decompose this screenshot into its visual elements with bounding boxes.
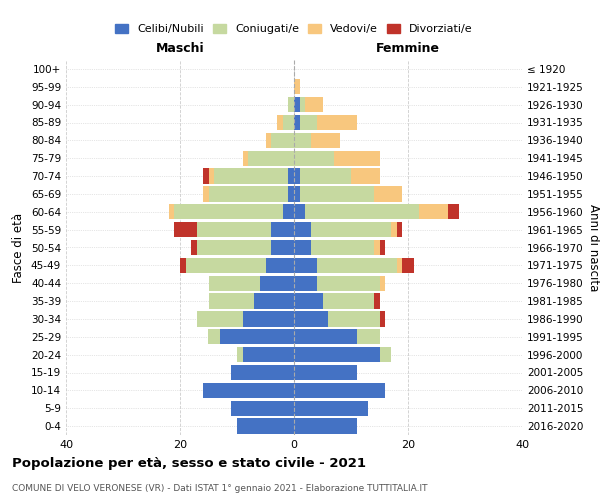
Bar (397, 258, 403, 273)
Bar (289, 97, 294, 112)
Bar (265, 133, 271, 148)
Bar (294, 258, 317, 273)
Bar (374, 294, 380, 308)
Bar (294, 418, 356, 434)
Bar (180, 258, 186, 273)
Text: Femmine: Femmine (376, 42, 440, 54)
Bar (311, 133, 340, 148)
Bar (294, 400, 368, 416)
Bar (283, 204, 294, 220)
Bar (294, 186, 300, 202)
Bar (214, 168, 289, 184)
Bar (294, 97, 300, 112)
Bar (294, 168, 300, 184)
Bar (294, 294, 323, 308)
Bar (356, 329, 380, 344)
Text: COMUNE DI VELO VERONESE (VR) - Dati ISTAT 1° gennaio 2021 - Elaborazione TUTTITA: COMUNE DI VELO VERONESE (VR) - Dati ISTA… (12, 484, 427, 493)
Bar (174, 222, 197, 237)
Bar (169, 204, 175, 220)
Bar (260, 276, 294, 291)
Bar (242, 347, 294, 362)
Bar (380, 347, 391, 362)
Bar (237, 418, 294, 434)
Bar (317, 258, 397, 273)
Bar (391, 222, 397, 237)
Text: Popolazione per età, sesso e stato civile - 2021: Popolazione per età, sesso e stato civil… (12, 458, 366, 470)
Bar (283, 115, 294, 130)
Bar (254, 294, 294, 308)
Bar (289, 168, 294, 184)
Bar (289, 186, 294, 202)
Bar (248, 150, 294, 166)
Bar (237, 347, 242, 362)
Bar (311, 240, 374, 255)
Bar (294, 365, 356, 380)
Legend: Celibi/Nubili, Coniugati/e, Vedovi/e, Divorziati/e: Celibi/Nubili, Coniugati/e, Vedovi/e, Di… (112, 20, 476, 38)
Bar (209, 329, 220, 344)
Bar (305, 204, 419, 220)
Bar (294, 133, 311, 148)
Bar (203, 186, 209, 202)
Bar (294, 150, 334, 166)
Bar (419, 204, 448, 220)
Bar (294, 115, 300, 130)
Bar (294, 312, 328, 326)
Bar (294, 276, 317, 291)
Bar (220, 329, 294, 344)
Bar (294, 329, 356, 344)
Bar (311, 222, 391, 237)
Bar (197, 312, 242, 326)
Bar (380, 312, 385, 326)
Bar (300, 186, 374, 202)
Bar (294, 204, 305, 220)
Text: Maschi: Maschi (155, 42, 205, 54)
Bar (380, 276, 385, 291)
Bar (294, 79, 300, 94)
Bar (232, 365, 294, 380)
Bar (197, 240, 271, 255)
Bar (328, 312, 380, 326)
Bar (265, 258, 294, 273)
Bar (317, 115, 356, 130)
Bar (186, 258, 265, 273)
Bar (197, 222, 271, 237)
Bar (397, 222, 403, 237)
Bar (380, 240, 385, 255)
Y-axis label: Anni di nascita: Anni di nascita (587, 204, 600, 291)
Bar (271, 240, 294, 255)
Bar (305, 97, 323, 112)
Bar (300, 168, 351, 184)
Bar (242, 312, 294, 326)
Bar (243, 150, 248, 166)
Bar (300, 115, 317, 130)
Bar (209, 186, 289, 202)
Bar (232, 400, 294, 416)
Bar (448, 204, 460, 220)
Bar (175, 204, 283, 220)
Bar (277, 115, 283, 130)
Bar (203, 168, 209, 184)
Bar (300, 97, 305, 112)
Bar (209, 168, 214, 184)
Bar (271, 222, 294, 237)
Bar (323, 294, 374, 308)
Bar (374, 240, 380, 255)
Bar (203, 383, 294, 398)
Bar (294, 240, 311, 255)
Bar (191, 240, 197, 255)
Bar (209, 294, 254, 308)
Y-axis label: Fasce di età: Fasce di età (13, 212, 25, 282)
Bar (317, 276, 380, 291)
Bar (271, 133, 294, 148)
Bar (374, 186, 403, 202)
Bar (294, 383, 385, 398)
Bar (351, 168, 380, 184)
Bar (209, 276, 260, 291)
Bar (334, 150, 380, 166)
Bar (294, 222, 311, 237)
Bar (294, 347, 380, 362)
Bar (403, 258, 414, 273)
